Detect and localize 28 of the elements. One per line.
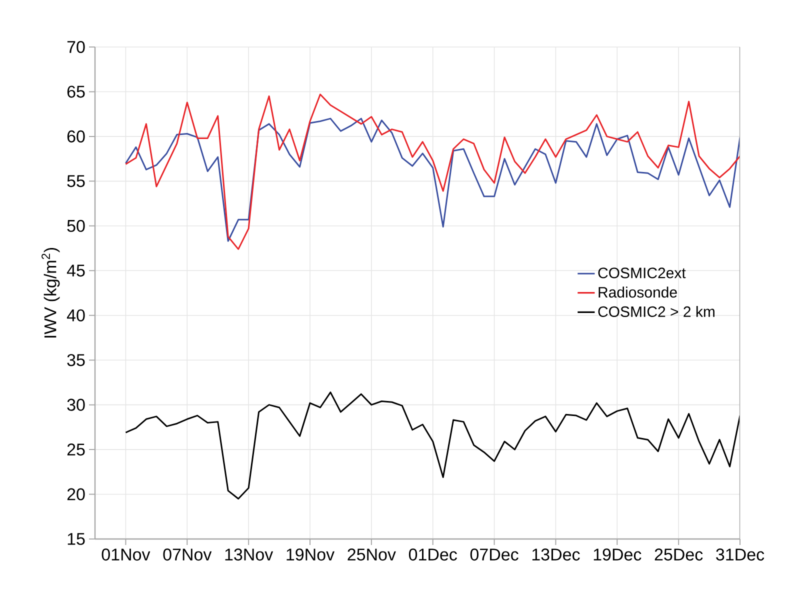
line-series [124, 392, 740, 500]
y-tick-label: 30 [67, 398, 85, 411]
x-tick-label: 13Nov [225, 548, 274, 561]
x-tick-label: 01Nov [102, 548, 150, 561]
y-tick-label: 20 [67, 488, 85, 500]
x-tick-label: 01Dec [408, 548, 457, 561]
y-tick-label: 50 [67, 220, 85, 232]
x-tick-label: 13Dec [532, 548, 580, 561]
x-tick-label: 31Dec [716, 548, 764, 561]
x-tick-label: 25Dec [654, 548, 703, 561]
x-tick-label: 07Dec [470, 548, 518, 561]
x-tick-label: 07Nov [163, 548, 212, 561]
x-tick-label: 19Dec [594, 548, 642, 561]
legend-label: COSMIC2 > 2 km [598, 306, 714, 317]
legend-label: COSMIC2ext [598, 268, 686, 278]
y-tick-label: 40 [66, 309, 85, 322]
y-tick-label: 70 [67, 40, 85, 54]
legend-label: Radiosonde [598, 286, 677, 298]
y-tick-label: 60 [67, 130, 85, 142]
y-tick-label: 15 [68, 533, 85, 545]
y-axis-title: IWV (kg/m$^{2}$) [42, 248, 60, 338]
x-tick-label: 25Nov [348, 548, 396, 561]
y-tick-label: 55 [67, 175, 85, 188]
y-tick-label: 45 [66, 264, 85, 277]
x-tick-label: 19Nov [286, 548, 334, 561]
y-tick-label: 25 [67, 444, 85, 456]
y-tick-label: 65 [67, 86, 85, 98]
y-tick-label: 35 [67, 354, 85, 366]
